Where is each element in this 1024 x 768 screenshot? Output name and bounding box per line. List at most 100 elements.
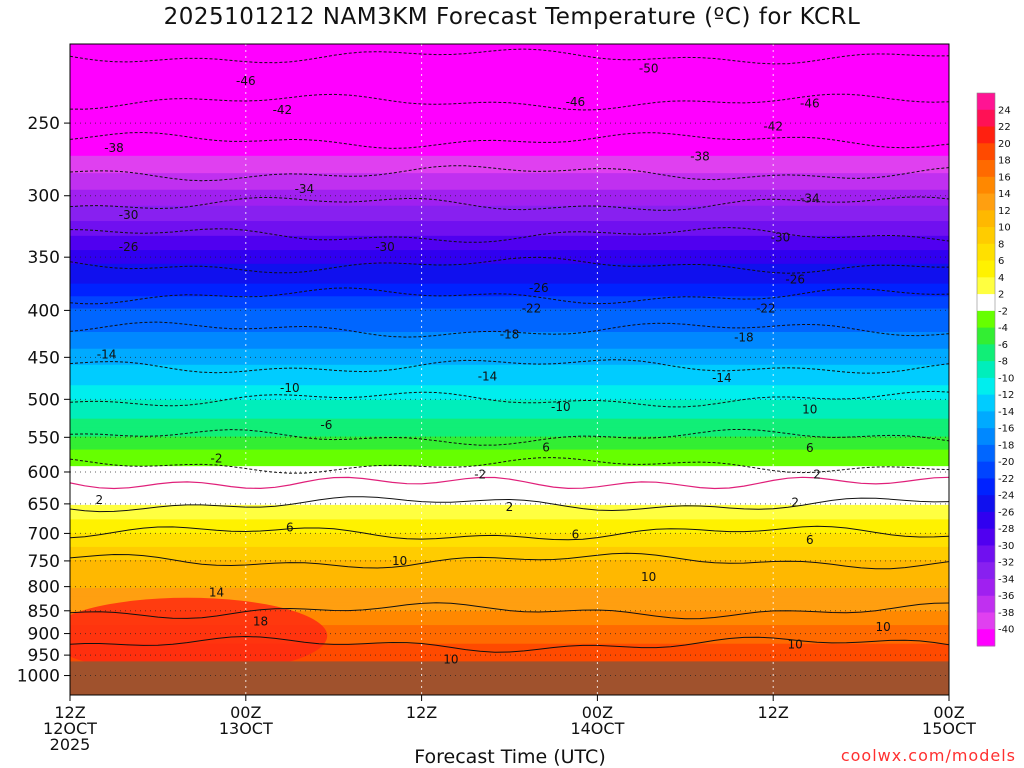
field-band — [70, 608, 949, 612]
contour-label: 6 — [572, 528, 580, 542]
contour-labels: -50 -46 -46 -46 -42 -42 -38 -38 -34 -34 -30 -30 -30 -… — [95, 62, 890, 667]
field-band — [70, 641, 949, 645]
y-tick-label: 300 — [28, 187, 60, 207]
isotherm-line — [70, 165, 949, 182]
colorbar-swatch — [977, 160, 995, 178]
field-band — [70, 453, 949, 459]
colorbar-label: 2 — [998, 290, 1004, 301]
field-band — [70, 546, 949, 551]
credit-text[interactable]: coolwx.com/models — [840, 746, 1016, 765]
x-tick-label: 00Z — [582, 703, 613, 722]
colorbar-label: -4 — [998, 323, 1008, 334]
colorbar-swatch — [977, 428, 995, 446]
grid-lines — [70, 44, 949, 695]
colorbar-swatch — [977, 310, 995, 329]
field-band — [70, 164, 949, 174]
contour-label: 10 — [392, 554, 407, 568]
contour-label: -26 — [119, 240, 139, 254]
colorbar-label: -40 — [998, 625, 1014, 636]
chart-title: 2025101212 NAM3KM Forecast Temperature (… — [163, 4, 861, 30]
contour-label: -30 — [119, 208, 139, 222]
colorbar-label: 20 — [998, 139, 1011, 150]
colorbar-label: -8 — [998, 357, 1008, 368]
contour-label: 2 — [506, 500, 514, 514]
ground-terrain — [70, 661, 949, 695]
colorbar-swatch — [977, 377, 995, 396]
field-band — [70, 508, 949, 513]
colorbar: 24 22 20 18 16 14 12 10 8 6 4 2 -2 -4 -6 -8 -10 -12 -14 -16… — [976, 92, 1014, 647]
y-tick-label: 400 — [28, 301, 60, 321]
field-band — [70, 590, 949, 595]
x-tick-label: 12Z — [758, 703, 789, 722]
field-band — [70, 128, 949, 139]
colorbar-swatch — [977, 528, 995, 546]
contour-label: -26 — [529, 281, 549, 295]
field-band — [70, 613, 949, 618]
colorbar-label: 6 — [998, 256, 1004, 267]
field-band — [70, 578, 949, 583]
colorbar-label: 18 — [998, 156, 1011, 167]
field-band — [70, 380, 949, 386]
field-band — [70, 118, 949, 129]
field-band — [70, 146, 949, 157]
field-band — [70, 197, 949, 207]
field-band — [70, 44, 949, 57]
contour-label: 10 — [443, 652, 458, 666]
field-band — [70, 457, 949, 463]
field-band — [70, 466, 949, 471]
colorbar-label: -30 — [998, 541, 1014, 552]
colorbar-swatch — [977, 126, 995, 144]
field-band — [70, 302, 949, 310]
isotherm-line — [70, 48, 949, 65]
contour-label: -22 — [756, 301, 776, 315]
field-band — [70, 385, 949, 391]
field-band — [70, 596, 949, 601]
field-band — [70, 449, 949, 455]
colorbar-swatch — [977, 294, 995, 312]
field-band — [70, 55, 949, 68]
field-band — [70, 370, 949, 376]
colorbar-swatch — [977, 176, 995, 195]
isotherm-line — [70, 131, 949, 149]
field-band — [70, 390, 949, 396]
colorbar-swatch — [977, 227, 995, 245]
field-band — [70, 659, 949, 663]
field-band — [70, 522, 949, 528]
isotherm-line — [70, 602, 949, 620]
contour-label: -38 — [690, 150, 710, 164]
field-band — [70, 283, 949, 291]
field-band — [70, 257, 949, 265]
contour-label: -10 — [551, 400, 571, 414]
colorbar-label: -38 — [998, 608, 1014, 619]
y-tick-label: 250 — [28, 114, 60, 134]
field-band — [70, 625, 949, 629]
field-band — [70, 622, 949, 626]
y-tick-label: 550 — [28, 428, 60, 448]
colorbar-swatch — [977, 511, 995, 530]
field-band — [70, 504, 949, 510]
colorbar-swatch — [977, 277, 995, 295]
field-band — [70, 602, 949, 607]
x-tick-label: 14OCT — [570, 719, 624, 738]
contour-label: -18 — [734, 330, 754, 344]
field-band — [70, 404, 949, 411]
isotherm-line — [70, 496, 949, 513]
field-band — [70, 414, 949, 420]
field-band — [70, 572, 949, 577]
field-band — [70, 213, 949, 222]
colorbar-label: 4 — [998, 273, 1004, 284]
isotherm-contours — [70, 48, 949, 653]
pressure-axis: 250 300 350 400 450 500 550 600 650 700 750 800 850 9… — [17, 114, 70, 687]
colorbar-label: -10 — [998, 373, 1014, 384]
contour-label: 10 — [875, 620, 890, 634]
isotherm-line — [70, 287, 949, 305]
contour-label: -26 — [785, 272, 805, 286]
y-tick-label: 500 — [28, 390, 60, 410]
colorbar-label: 14 — [998, 189, 1011, 200]
field-band — [70, 540, 949, 545]
contour-label: -18 — [500, 328, 520, 342]
x-tick-label: 2025 — [50, 735, 91, 754]
field-band — [70, 584, 949, 589]
